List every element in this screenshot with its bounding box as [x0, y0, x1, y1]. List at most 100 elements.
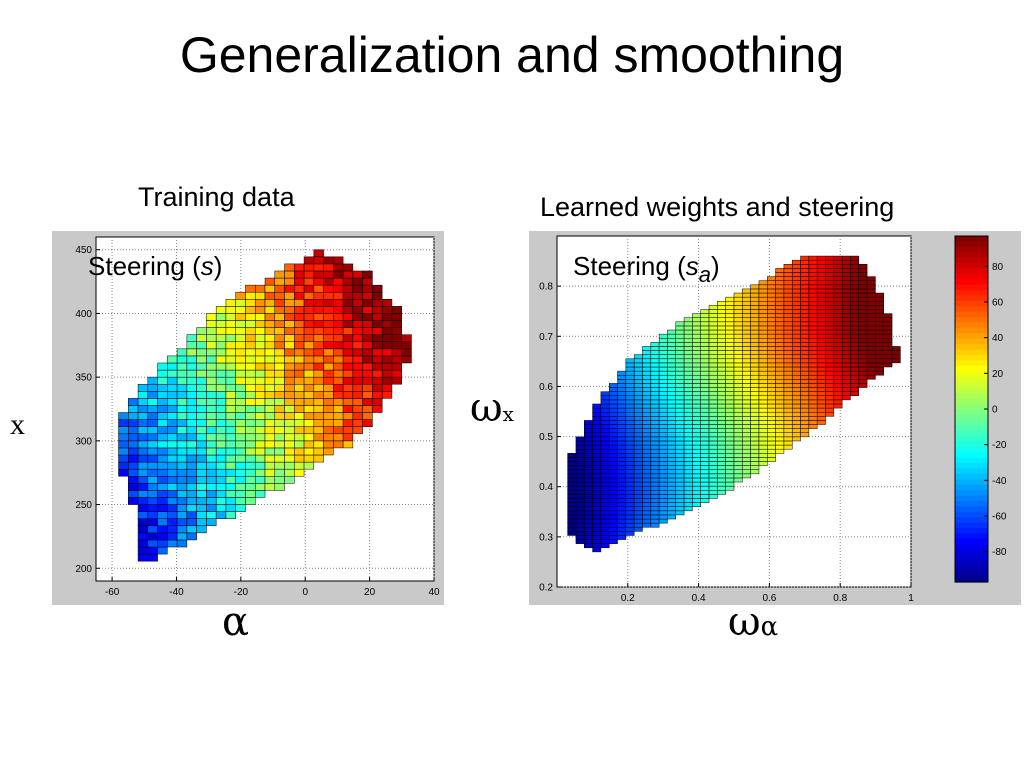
left-heat-cell [342, 277, 354, 286]
left-heat-cell [254, 306, 266, 314]
right-heat-cell [825, 350, 835, 355]
right-heat-cell [608, 453, 618, 458]
left-heat-cell [118, 461, 129, 470]
right-heat-cell [717, 399, 726, 405]
right-heat-cell [875, 358, 884, 364]
right-heat-cell [800, 268, 810, 273]
right-heat-cell [683, 333, 693, 339]
right-heat-cell [584, 424, 593, 429]
right-heat-cell [700, 436, 710, 442]
colorbar-segment [955, 419, 988, 426]
right-heat-cell [758, 457, 768, 462]
right-heat-cell [775, 391, 785, 397]
right-heat-cell [683, 342, 693, 347]
left-heat-cell [235, 475, 246, 484]
right-heat-cell [775, 337, 785, 343]
right-heat-cell [791, 403, 801, 409]
left-heat-cell [303, 284, 315, 293]
right-heat-cell [617, 379, 627, 384]
left-heat-cell [274, 284, 285, 293]
left-heat-cell [235, 412, 246, 420]
right-heat-cell [825, 276, 835, 281]
left-heat-cell [323, 447, 334, 456]
left-heat-cell [206, 355, 217, 364]
right-heat-cell [816, 329, 826, 335]
left-heat-cell [176, 419, 188, 427]
colorbar-segment [955, 554, 988, 561]
right-heat-cell [800, 309, 810, 314]
right-heat-cell [567, 494, 577, 499]
left-heat-cell [352, 398, 363, 406]
left-heat-cell [157, 518, 168, 527]
right-heat-cell [633, 461, 643, 466]
right-ytick-label: 0.5 [539, 432, 553, 443]
left-heat-cell [225, 483, 236, 491]
left-heat-cell [352, 405, 363, 413]
left-heat-cell [303, 334, 315, 343]
left-heat-cell [342, 433, 354, 442]
left-heat-cell [245, 405, 256, 413]
right-heat-cell [667, 329, 677, 335]
right-xtick-label: 1 [908, 593, 914, 604]
right-heat-cell [617, 411, 627, 417]
right-heat-cell [642, 420, 652, 425]
right-heat-cell [750, 358, 760, 364]
right-heat-cell [775, 272, 785, 277]
right-heat-cell [758, 309, 768, 314]
right-heat-cell [850, 387, 860, 392]
left-heat-cell [196, 433, 207, 442]
left-heat-cell [225, 362, 236, 371]
right-heat-cell [608, 420, 618, 425]
right-heat-cell [800, 432, 810, 438]
right-heat-cell [783, 362, 793, 368]
left-heat-cell [303, 412, 315, 420]
right-heat-cell [841, 374, 851, 380]
right-heat-cell [783, 333, 793, 339]
left-heat-cell [215, 454, 227, 463]
right-heat-cell [667, 342, 677, 347]
left-heat-cell [215, 490, 227, 498]
left-heat-cell [196, 362, 207, 371]
left-heat-cell [303, 348, 315, 357]
right-heat-cell [875, 292, 884, 298]
right-heat-cell [600, 514, 610, 520]
right-heat-cell [808, 292, 818, 298]
right-heat-cell [584, 506, 593, 512]
right-heat-cell [608, 461, 618, 466]
left-heat-cell [372, 341, 383, 350]
right-heat-cell [592, 498, 602, 503]
right-heat-cell [584, 444, 593, 450]
left-heat-cell [254, 468, 266, 477]
right-heat-cell [708, 309, 718, 314]
right-heat-cell [692, 436, 701, 442]
left-heat-cell [274, 468, 285, 477]
left-heat-cell [254, 454, 266, 463]
left-heat-cell [147, 553, 158, 562]
left-heat-cell [167, 483, 178, 491]
left-heat-cell [342, 284, 354, 293]
left-heat-cell [128, 454, 139, 463]
colorbar-segment [955, 517, 988, 524]
left-heat-cell [294, 468, 305, 477]
left-heat-cell [225, 313, 236, 321]
right-heat-cell [800, 420, 810, 425]
right-heat-cell [658, 518, 668, 524]
right-heat-cell [600, 448, 610, 454]
left-heat-cell [206, 369, 217, 378]
right-heat-cell [850, 350, 860, 355]
right-heat-cell [767, 325, 776, 331]
left-heat-cell [137, 412, 149, 420]
right-heat-cell [617, 416, 627, 421]
right-heat-cell [833, 391, 843, 397]
right-heat-cell [800, 329, 810, 335]
right-heat-cell [584, 522, 593, 528]
left-heat-cell [274, 419, 285, 427]
right-heat-cell [667, 399, 677, 405]
right-heat-cell [767, 444, 776, 450]
right-heat-cell [733, 473, 743, 479]
right-heat-cell [808, 424, 818, 429]
left-heat-cell [352, 320, 363, 328]
left-xtick-label: -40 [169, 587, 184, 598]
right-heat-cell [658, 473, 668, 479]
right-heat-cell [617, 461, 627, 466]
